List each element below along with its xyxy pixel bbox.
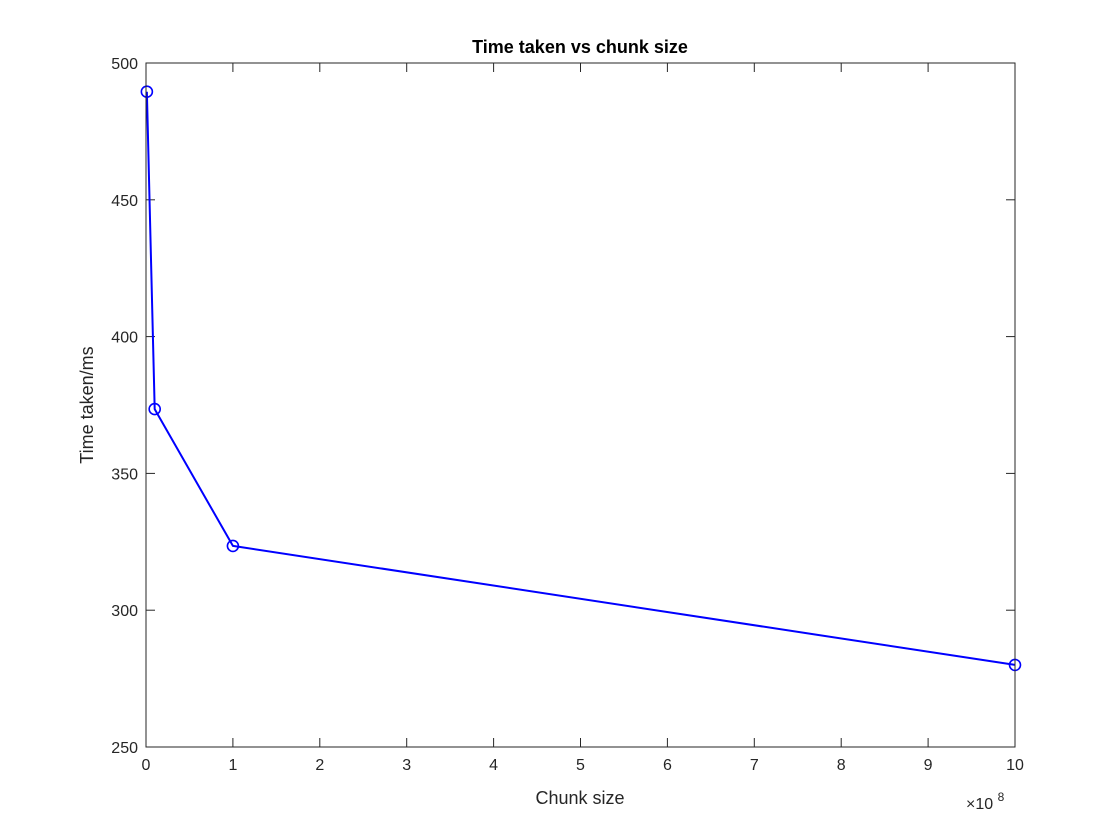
x-tick-label: 3 bbox=[402, 757, 411, 774]
x-axis-label: Chunk size bbox=[535, 788, 624, 808]
x-tick-label: 1 bbox=[228, 757, 237, 774]
data-point-marker bbox=[148, 402, 161, 416]
x-tick-label: 10 bbox=[1006, 757, 1024, 774]
data-point-marker bbox=[226, 539, 240, 553]
y-tick-label: 450 bbox=[111, 193, 138, 210]
data-point-marker bbox=[140, 85, 154, 99]
x-tick-label: 7 bbox=[750, 757, 759, 774]
x-axis-multiplier: ×10 8 bbox=[966, 790, 1005, 813]
y-tick-label: 500 bbox=[111, 56, 138, 73]
x-tick-label: 2 bbox=[315, 757, 324, 774]
x-tick-label: 9 bbox=[924, 757, 933, 774]
x-tick-label: 6 bbox=[663, 757, 672, 774]
y-tick-label: 400 bbox=[111, 330, 138, 347]
x-tick-label: 5 bbox=[576, 757, 585, 774]
x-tick-label: 0 bbox=[142, 757, 151, 774]
y-tick-label: 250 bbox=[111, 740, 138, 757]
x-axis-multiplier-exponent: 8 bbox=[998, 790, 1005, 804]
x-tick-label: 8 bbox=[837, 757, 846, 774]
x-tick-label: 4 bbox=[489, 757, 498, 774]
chart-title: Time taken vs chunk size bbox=[472, 37, 688, 57]
axes-box bbox=[145, 62, 1016, 748]
y-tick-label: 350 bbox=[111, 466, 138, 483]
x-axis-multiplier-base: ×10 bbox=[966, 796, 993, 813]
series-line bbox=[145, 91, 1016, 666]
y-tick-label: 300 bbox=[111, 603, 138, 620]
ticks-layer: 0 1 2 3 4 5 6 7 8 9 10 250 300 350 400 450 500 bbox=[111, 56, 1024, 774]
plot-area bbox=[146, 63, 1015, 747]
y-axis-label: Time taken/ms bbox=[77, 346, 97, 463]
